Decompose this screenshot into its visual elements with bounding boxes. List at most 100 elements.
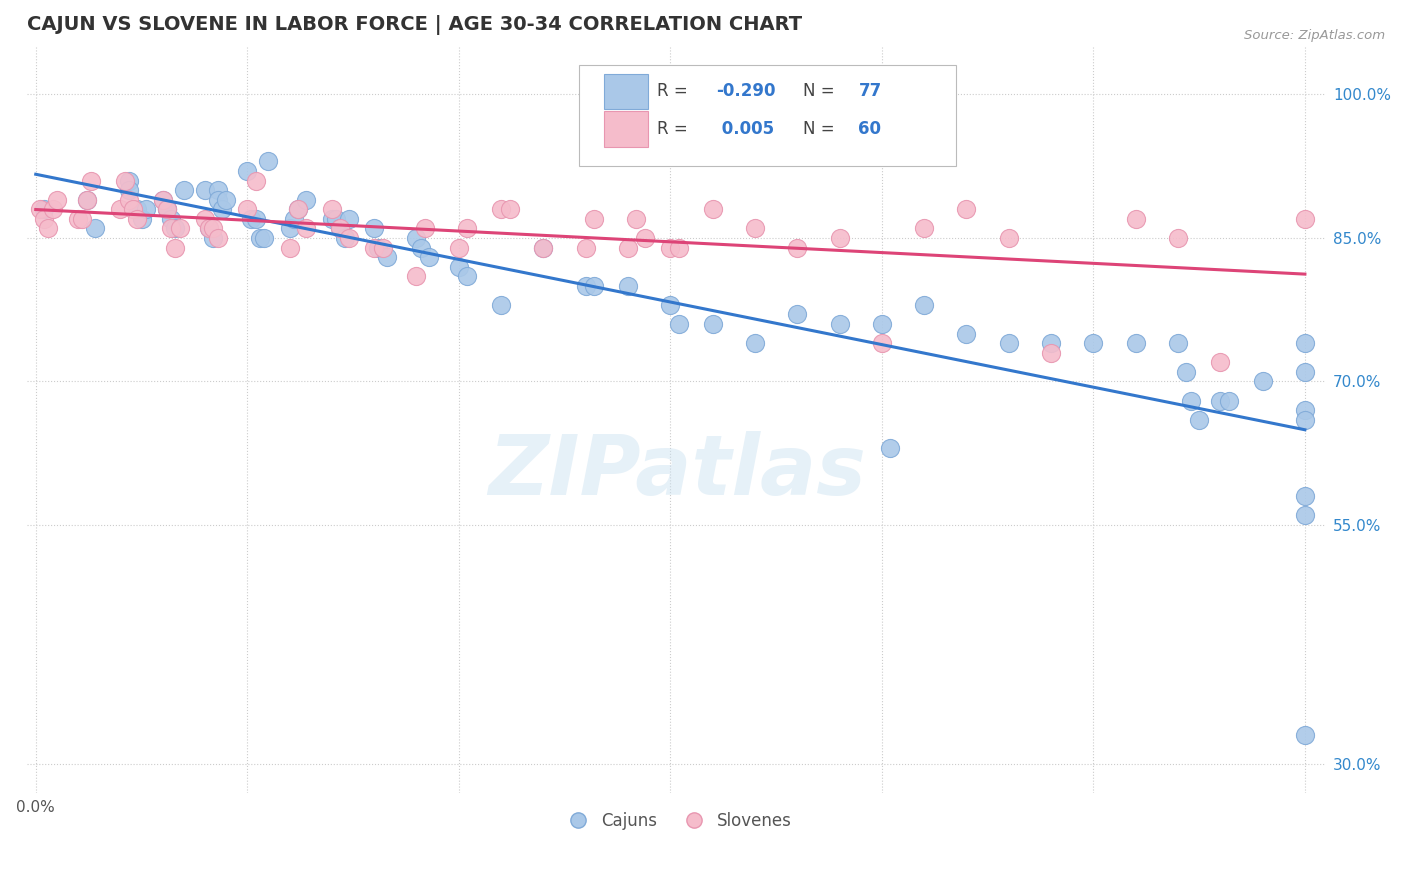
Point xyxy=(668,240,690,254)
Point xyxy=(202,231,225,245)
Point xyxy=(531,240,554,254)
Point xyxy=(337,231,360,245)
Point xyxy=(1294,365,1316,379)
Point xyxy=(110,202,132,217)
Point xyxy=(1294,336,1316,351)
Point xyxy=(786,240,808,254)
Point xyxy=(489,202,512,217)
Point xyxy=(165,240,187,254)
Point xyxy=(413,221,436,235)
Point xyxy=(45,193,67,207)
Point xyxy=(456,221,478,235)
Point xyxy=(744,221,766,235)
Point xyxy=(337,211,360,226)
Point xyxy=(32,211,55,226)
Point xyxy=(118,193,141,207)
Text: ZIPatlas: ZIPatlas xyxy=(488,432,866,512)
Point xyxy=(253,231,276,245)
Point xyxy=(583,278,606,293)
Point xyxy=(114,173,136,187)
Point xyxy=(870,336,893,351)
Point xyxy=(828,317,851,331)
Point xyxy=(41,202,63,217)
Point xyxy=(1040,345,1063,359)
Point xyxy=(135,202,157,217)
Point xyxy=(152,193,174,207)
Point xyxy=(363,240,385,254)
Point xyxy=(67,211,90,226)
Point xyxy=(169,221,191,235)
Point xyxy=(32,202,55,217)
Point xyxy=(668,317,690,331)
Point xyxy=(152,193,174,207)
Point xyxy=(215,193,238,207)
Text: R =: R = xyxy=(657,120,693,137)
Point xyxy=(207,183,229,197)
Point xyxy=(329,221,352,235)
Point xyxy=(955,326,977,341)
Point xyxy=(283,211,305,226)
Point xyxy=(870,317,893,331)
Point xyxy=(72,211,94,226)
Text: CAJUN VS SLOVENE IN LABOR FORCE | AGE 30-34 CORRELATION CHART: CAJUN VS SLOVENE IN LABOR FORCE | AGE 30… xyxy=(27,15,803,35)
Point xyxy=(1125,336,1147,351)
Point xyxy=(156,202,179,217)
Point xyxy=(1294,728,1316,742)
Point xyxy=(194,211,217,226)
Point xyxy=(375,250,398,264)
Text: 0.005: 0.005 xyxy=(716,120,773,137)
Point xyxy=(333,231,356,245)
Point xyxy=(405,269,427,284)
Point xyxy=(211,202,233,217)
Point xyxy=(447,240,470,254)
Point xyxy=(786,308,808,322)
Point xyxy=(405,231,427,245)
Point xyxy=(173,183,195,197)
Point xyxy=(1294,403,1316,417)
Point xyxy=(1180,393,1202,408)
Point xyxy=(118,173,141,187)
Point xyxy=(575,278,598,293)
Point xyxy=(278,240,301,254)
Point xyxy=(236,164,259,178)
Point xyxy=(127,202,149,217)
Point xyxy=(575,240,598,254)
Point xyxy=(127,211,149,226)
Point xyxy=(202,221,225,235)
Point xyxy=(118,183,141,197)
Point xyxy=(659,240,682,254)
Point xyxy=(278,221,301,235)
Point xyxy=(236,202,259,217)
Point xyxy=(489,298,512,312)
Point xyxy=(418,250,440,264)
Point xyxy=(122,202,145,217)
Point xyxy=(257,154,280,169)
Point xyxy=(245,211,267,226)
Point xyxy=(1083,336,1105,351)
Point xyxy=(1218,393,1240,408)
Point xyxy=(245,173,267,187)
Point xyxy=(1294,508,1316,523)
Point xyxy=(879,442,901,456)
Point xyxy=(198,221,221,235)
Point xyxy=(295,193,318,207)
Text: N =: N = xyxy=(803,120,839,137)
Point xyxy=(617,240,640,254)
Point xyxy=(207,193,229,207)
Point xyxy=(456,269,478,284)
Point xyxy=(28,202,51,217)
Text: Source: ZipAtlas.com: Source: ZipAtlas.com xyxy=(1244,29,1385,42)
Legend: Cajuns, Slovenes: Cajuns, Slovenes xyxy=(554,805,799,837)
Point xyxy=(131,211,153,226)
Point xyxy=(583,211,606,226)
Text: 60: 60 xyxy=(859,120,882,137)
Text: N =: N = xyxy=(803,82,839,101)
Point xyxy=(249,231,271,245)
Point xyxy=(76,193,98,207)
Point xyxy=(76,193,98,207)
Point xyxy=(659,298,682,312)
Point xyxy=(1294,211,1316,226)
Point xyxy=(363,221,385,235)
Text: 77: 77 xyxy=(859,82,882,101)
Text: -0.290: -0.290 xyxy=(716,82,775,101)
